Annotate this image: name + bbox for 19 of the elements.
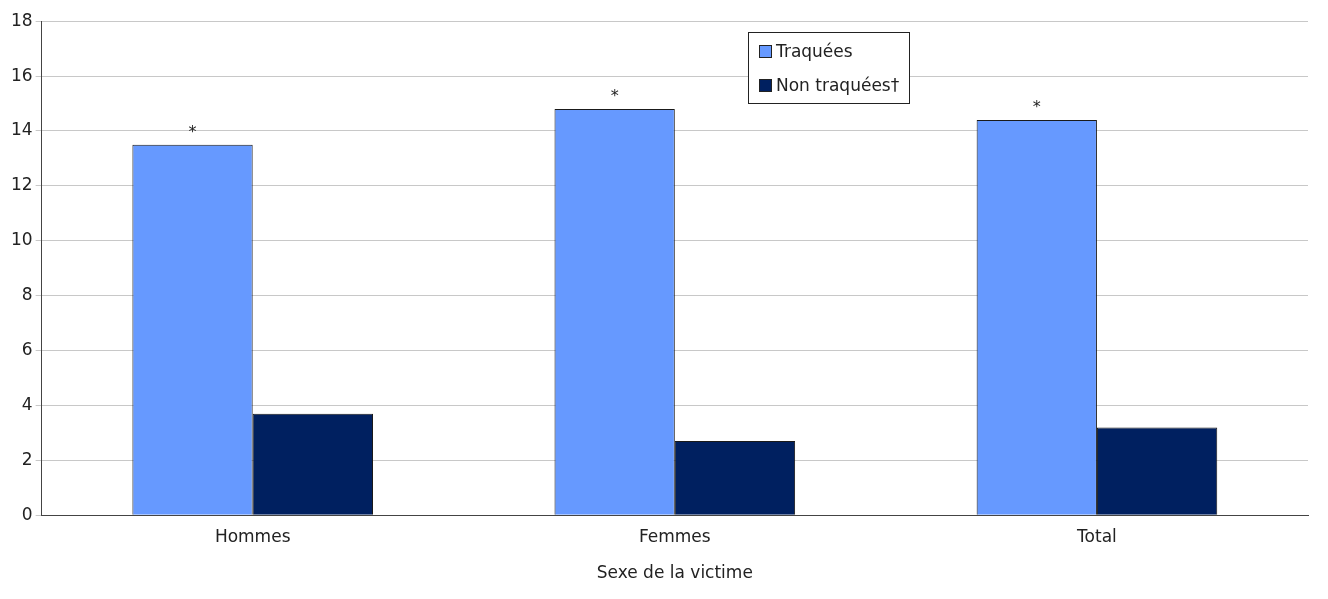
annotation: * bbox=[610, 86, 619, 106]
x-tick-label: Hommes bbox=[214, 525, 291, 546]
y-tick-label: 14 bbox=[10, 119, 33, 140]
annotation: * bbox=[188, 121, 197, 141]
y-tick-label: 2 bbox=[21, 448, 33, 469]
y-tick-label: 4 bbox=[21, 393, 33, 414]
x-tick-label: Femmes bbox=[638, 525, 711, 546]
y-tick-label: 8 bbox=[21, 284, 33, 305]
x-axis-title: Sexe de la victime bbox=[596, 562, 753, 583]
legend-label: Non traquées† bbox=[776, 75, 900, 95]
y-tick-label: 16 bbox=[10, 64, 33, 85]
annotation: * bbox=[1032, 97, 1041, 117]
y-tick-label: 18 bbox=[10, 9, 33, 30]
y-tick-label: 12 bbox=[10, 174, 33, 195]
x-tick-label: Total bbox=[1076, 525, 1117, 546]
y-tick-label: 6 bbox=[21, 338, 33, 359]
legend-label: Traquées bbox=[776, 41, 853, 61]
y-tick-label: 10 bbox=[10, 229, 33, 250]
y-tick-label: 0 bbox=[21, 503, 33, 524]
